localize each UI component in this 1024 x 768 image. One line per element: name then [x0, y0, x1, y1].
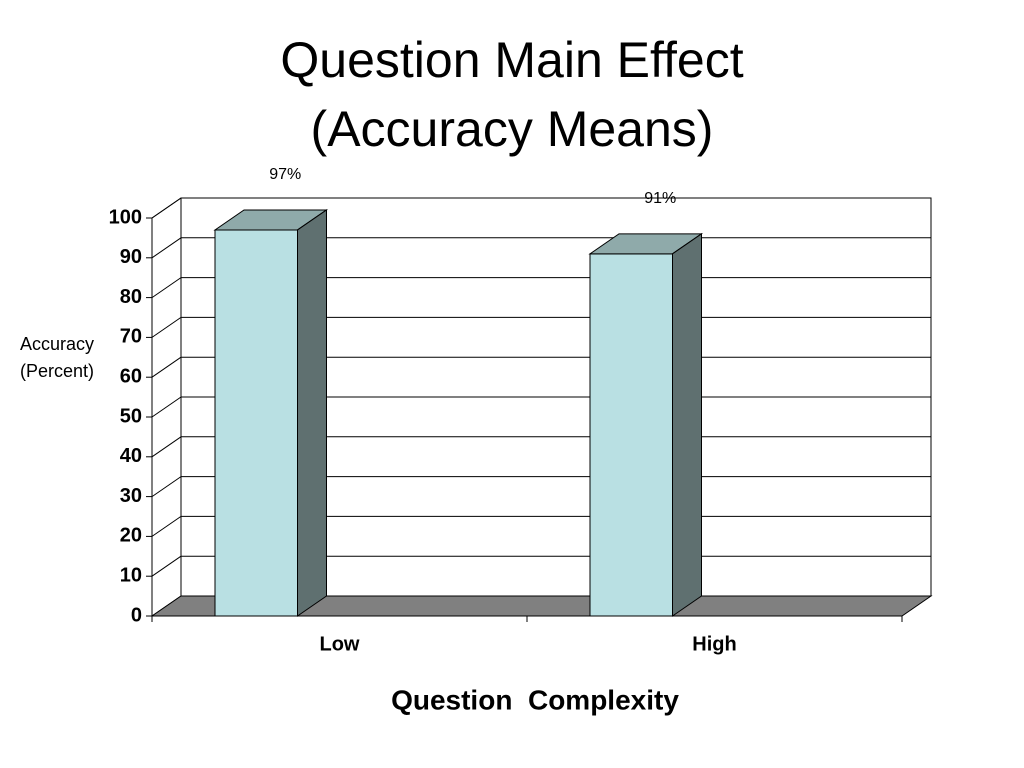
- bar: [588, 232, 704, 617]
- y-axis-label: (Percent): [20, 361, 94, 381]
- grid-line: [151, 197, 182, 219]
- y-tick-label: 90: [120, 246, 142, 268]
- value-label: 97%: [269, 166, 301, 183]
- bar-side: [297, 208, 327, 617]
- bar-front: [589, 253, 673, 617]
- value-label: 91%: [644, 190, 676, 207]
- grid-line: [151, 316, 182, 338]
- y-tick-label: 100: [109, 206, 142, 228]
- y-tick-label: 50: [120, 405, 142, 427]
- y-tick-label: 10: [120, 564, 142, 586]
- grid-line: [151, 555, 182, 577]
- grid-line: [151, 515, 182, 537]
- y-tick-label: 30: [120, 485, 142, 507]
- grid-line: [151, 396, 182, 418]
- x-tick-label: High: [692, 633, 736, 655]
- y-tick-label: 70: [120, 326, 142, 348]
- chart-title: Question Main Effect: [280, 32, 743, 88]
- chart-subtitle: (Accuracy Means): [311, 101, 714, 157]
- x-tick-label: Low: [320, 633, 360, 655]
- y-tick-label: 60: [120, 365, 142, 387]
- y-tick-label: 0: [131, 604, 142, 626]
- grid-line: [151, 277, 182, 299]
- y-tick-label: 80: [120, 286, 142, 308]
- bar-front: [214, 229, 298, 617]
- grid-line: [151, 436, 182, 458]
- bar: [213, 208, 329, 617]
- grid-line: [151, 476, 182, 498]
- bar-side: [672, 232, 702, 617]
- y-tick-label: 20: [120, 525, 142, 547]
- y-axis-label: Accuracy: [20, 334, 94, 354]
- x-axis-label: Question Complexity: [391, 684, 679, 715]
- y-tick-label: 40: [120, 445, 142, 467]
- grid-line: [151, 356, 182, 378]
- grid-line: [151, 237, 182, 259]
